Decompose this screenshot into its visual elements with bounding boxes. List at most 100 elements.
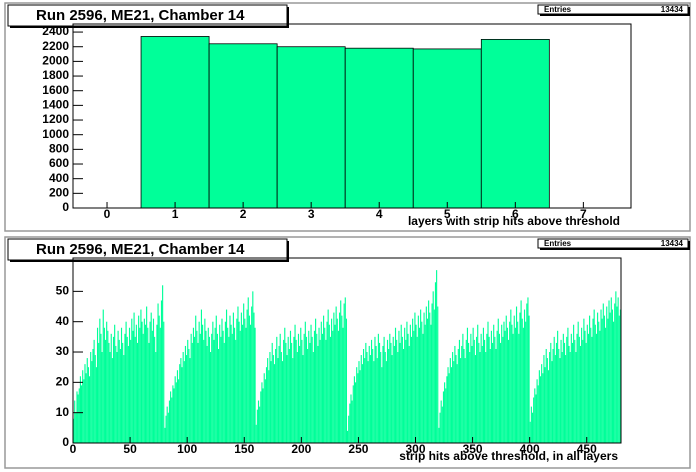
histogram-bar — [552, 348, 554, 443]
histogram-bar — [319, 339, 321, 443]
histogram-bar — [542, 373, 544, 443]
histogram-bar — [375, 345, 377, 443]
histogram-bar — [394, 327, 397, 443]
histogram-bar — [464, 358, 466, 443]
histogram-bar — [558, 348, 560, 443]
histogram-bar — [187, 339, 189, 443]
histogram-bar — [335, 306, 337, 443]
histogram-bar — [197, 342, 199, 443]
histogram-bar — [208, 336, 210, 443]
histogram-bar — [415, 324, 417, 443]
y-tick-label: 1600 — [42, 83, 69, 97]
histogram-bar — [99, 318, 101, 443]
histogram-bar — [550, 342, 552, 443]
histogram-bar — [453, 361, 455, 443]
histogram-bar — [100, 333, 102, 443]
histogram-bar — [95, 367, 97, 443]
histogram-bar — [469, 352, 471, 443]
histogram-bar — [437, 306, 439, 443]
histogram-bar — [264, 379, 266, 443]
histogram-bar — [496, 330, 498, 443]
histogram-bar — [255, 424, 257, 443]
y-tick-label: 1400 — [42, 98, 69, 112]
histogram-bar — [148, 342, 150, 443]
histogram-bar — [74, 400, 76, 443]
histogram-bar — [571, 342, 574, 443]
histogram-bar — [329, 336, 332, 443]
histogram-bar — [401, 336, 403, 443]
x-tick-label: 350 — [463, 442, 483, 456]
histogram-bar — [557, 330, 559, 443]
histogram-bar — [442, 391, 445, 443]
histogram-bar — [361, 364, 363, 443]
histogram-bar — [151, 330, 153, 443]
histogram-bar — [163, 321, 165, 443]
histogram-bar — [440, 400, 442, 443]
stats-entries: 13434 — [661, 239, 684, 248]
histogram-bar — [204, 318, 206, 443]
histogram-bar — [308, 330, 310, 443]
histogram-bar — [175, 382, 177, 443]
histogram-bar — [364, 358, 366, 443]
histogram-bar — [457, 348, 459, 443]
histogram-bar — [445, 388, 447, 443]
histogram-bar — [413, 330, 415, 443]
histogram-bar — [597, 312, 599, 443]
histogram-bar — [533, 397, 535, 443]
y-tick-label: 2200 — [42, 39, 69, 53]
histogram-bar — [581, 327, 583, 443]
histogram-bar — [295, 339, 297, 443]
histogram-bar — [312, 352, 314, 443]
x-tick-label: 6 — [512, 207, 519, 221]
histogram-bar — [304, 321, 306, 443]
histogram-bar — [158, 315, 160, 443]
y-tick-label: 20 — [56, 375, 70, 389]
histogram-bar — [562, 333, 564, 443]
histogram-bar — [125, 321, 127, 443]
histogram-bar — [157, 303, 159, 443]
histogram-bar — [261, 382, 263, 443]
histogram-bar — [494, 336, 496, 443]
histogram-bar — [195, 315, 197, 443]
histogram-bar — [441, 406, 443, 443]
histogram-bar — [388, 348, 390, 443]
histogram-bar — [522, 327, 524, 443]
histogram-bar — [511, 324, 513, 443]
histogram-bar — [127, 345, 129, 443]
y-tick-label: 1200 — [42, 112, 69, 126]
histogram-bar — [438, 427, 440, 443]
histogram-bar — [426, 318, 429, 443]
histogram-bar — [91, 361, 93, 443]
histogram-bar — [495, 348, 497, 443]
histogram-bar — [224, 321, 226, 443]
y-tick-label: 1000 — [42, 127, 69, 141]
histogram-bar — [136, 342, 139, 443]
histogram-bar — [474, 355, 477, 443]
histogram-bar — [530, 406, 532, 443]
histogram-bar — [128, 327, 131, 443]
histogram-bar — [313, 330, 316, 443]
histogram-bar — [450, 367, 453, 443]
histogram-bar — [380, 352, 382, 443]
histogram-bar — [296, 352, 298, 443]
histogram-bar — [554, 355, 556, 443]
histogram-bar — [82, 370, 84, 443]
histogram-bar — [144, 324, 147, 443]
histogram-bar — [131, 318, 133, 443]
histogram-bar — [376, 358, 378, 443]
histogram-bar — [257, 400, 260, 443]
histogram-bar — [514, 327, 516, 443]
histogram-bar — [362, 348, 365, 443]
x-axis-label: strip hits above threshold, in all layer… — [399, 449, 618, 463]
histogram-bar — [482, 327, 484, 443]
histogram-bar — [303, 333, 305, 443]
histogram-bar — [294, 324, 296, 443]
y-tick-label: 10 — [56, 405, 70, 419]
histogram-bar — [328, 324, 330, 443]
histogram-bar — [285, 342, 287, 443]
histogram-bar — [592, 318, 594, 443]
histogram-bar — [449, 358, 451, 443]
x-tick-label: 250 — [348, 442, 368, 456]
histogram-bar — [119, 348, 121, 443]
